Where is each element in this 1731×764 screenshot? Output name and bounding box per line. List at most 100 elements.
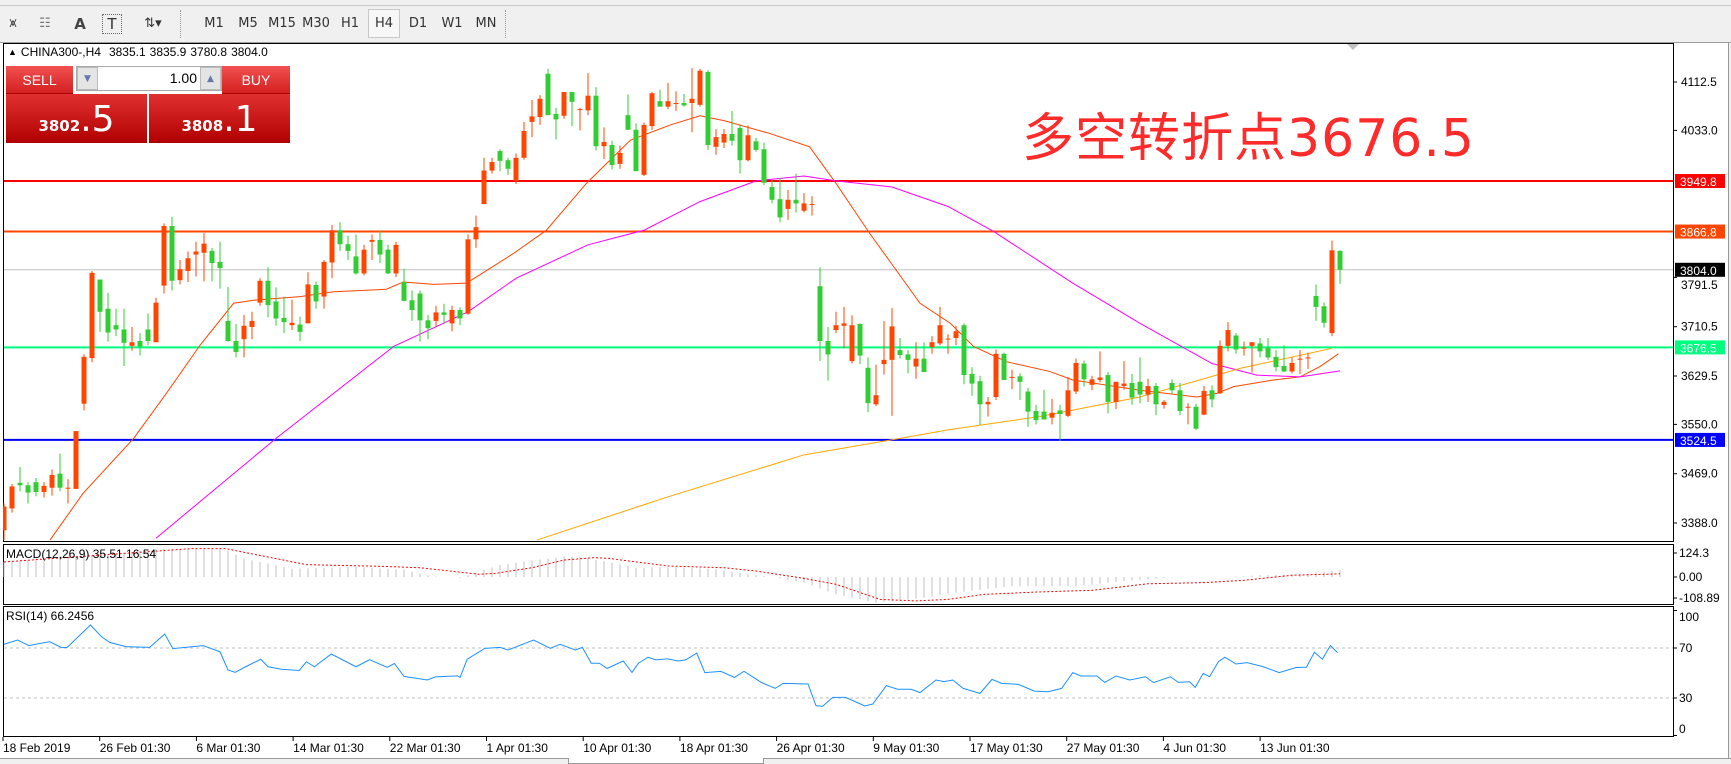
chart-tab[interactable]: [568, 758, 764, 764]
rsi-line: [3, 624, 1338, 707]
candle-body: [1209, 390, 1215, 400]
candle-body: [73, 431, 79, 489]
timeframe-m30-button[interactable]: M30: [302, 16, 330, 31]
candle-body: [953, 331, 959, 338]
candle-body: [785, 199, 791, 209]
fibo-fan-icon[interactable]: ☷: [39, 16, 51, 31]
candle-body: [1105, 375, 1111, 402]
candle: [969, 367, 975, 396]
candle: [1129, 373, 1135, 405]
candle-body: [553, 113, 559, 120]
candle-body: [473, 227, 479, 240]
candle: [313, 281, 319, 309]
candle: [785, 190, 791, 220]
candle: [1265, 337, 1271, 360]
candle-body: [313, 285, 319, 302]
candle: [57, 453, 63, 492]
price-axis-label: 3629.5: [1681, 369, 1718, 383]
candle-body: [745, 135, 751, 161]
candle-body: [713, 137, 719, 147]
text-label-icon[interactable]: T: [102, 14, 122, 34]
candle: [1153, 383, 1159, 416]
candle-body: [905, 354, 911, 360]
candle: [665, 82, 671, 110]
timeframe-mn-button[interactable]: MN: [475, 16, 497, 31]
timeframe-m1-button[interactable]: M1: [204, 16, 224, 31]
candle-body: [193, 251, 199, 255]
candle-body: [769, 187, 775, 200]
candle: [9, 484, 15, 513]
candle-body: [433, 312, 439, 321]
timeframe-d1-button[interactable]: D1: [408, 16, 428, 31]
timeframe-w1-button[interactable]: W1: [441, 16, 463, 31]
collapse-triangle-icon[interactable]: ▲: [8, 47, 17, 57]
lot-size-stepper[interactable]: ▼ 1.00 ▲: [76, 66, 222, 91]
candle: [1073, 358, 1079, 394]
candle: [513, 153, 519, 184]
candle-body: [465, 239, 471, 314]
timeframe-m5-button[interactable]: M5: [238, 16, 258, 31]
candle: [25, 482, 31, 504]
macd-signal-line: [3, 548, 1341, 602]
candle-body: [385, 249, 391, 274]
candle-body: [729, 134, 735, 141]
time-axis-label: 10 Apr 01:30: [583, 741, 651, 755]
candle-body: [1193, 406, 1199, 429]
candle-body: [937, 325, 943, 344]
candle-body: [561, 92, 567, 116]
candle: [401, 268, 407, 302]
candle-body: [393, 244, 399, 274]
ask-price-button[interactable]: 3808 .1: [149, 94, 290, 143]
candle: [961, 323, 967, 385]
candle: [577, 107, 583, 131]
candle-body: [1113, 381, 1119, 402]
chart-shift-triangle-icon: [1347, 44, 1359, 50]
candle: [1289, 357, 1295, 374]
candle: [1097, 351, 1103, 383]
candle-body: [81, 356, 87, 404]
candle: [617, 145, 623, 169]
candle: [801, 193, 807, 213]
ohlc-open: 3835.1: [108, 45, 146, 59]
sell-button[interactable]: SELL: [6, 66, 73, 94]
time-axis-label: 6 Mar 01:30: [196, 741, 260, 755]
main-pane-frame: [3, 43, 1674, 542]
candle: [65, 479, 71, 504]
candle: [761, 142, 767, 186]
text-icon[interactable]: A: [74, 14, 86, 33]
arrows-icon[interactable]: ⇅▾: [144, 16, 162, 31]
candle: [185, 251, 191, 282]
candle-body: [449, 309, 455, 324]
chart-annotation-text[interactable]: 多空转折点3676.5: [1022, 109, 1475, 169]
one-click-trading-panel: SELL ▼ 1.00 ▲ BUY 3802 .5 3808 .1: [6, 66, 290, 143]
candle: [1017, 373, 1023, 401]
chart-window[interactable]: [0, 43, 1729, 758]
bid-price-button[interactable]: 3802 .5: [6, 94, 147, 143]
timeframe-h1-button[interactable]: H1: [340, 16, 360, 31]
fibo-expansion-icon[interactable]: ⩙: [9, 16, 17, 31]
buy-button[interactable]: BUY: [222, 66, 290, 94]
candle-body: [225, 320, 231, 342]
current-price-label: 3804.0: [1680, 264, 1717, 278]
timeframe-h4-button[interactable]: H4: [368, 9, 400, 38]
candle: [1233, 333, 1239, 354]
candle-body: [361, 249, 367, 274]
candle: [1121, 361, 1127, 390]
candle: [625, 94, 631, 130]
candle-body: [377, 239, 383, 255]
timeframe-m15-button[interactable]: M15: [268, 16, 296, 31]
lot-decrease-icon[interactable]: ▼: [77, 67, 98, 90]
candle: [769, 179, 775, 204]
candle-body: [113, 325, 119, 330]
candle-body: [265, 280, 271, 306]
candle: [545, 68, 551, 116]
candle-body: [105, 308, 111, 333]
candle-body: [1065, 390, 1071, 416]
lot-size-input[interactable]: 1.00: [169, 70, 197, 86]
candle: [1281, 345, 1287, 373]
candle: [1185, 403, 1191, 425]
time-axis-label: 18 Apr 01:30: [680, 741, 748, 755]
macd-plot: [3, 548, 1341, 603]
lot-increase-icon[interactable]: ▲: [200, 67, 221, 90]
